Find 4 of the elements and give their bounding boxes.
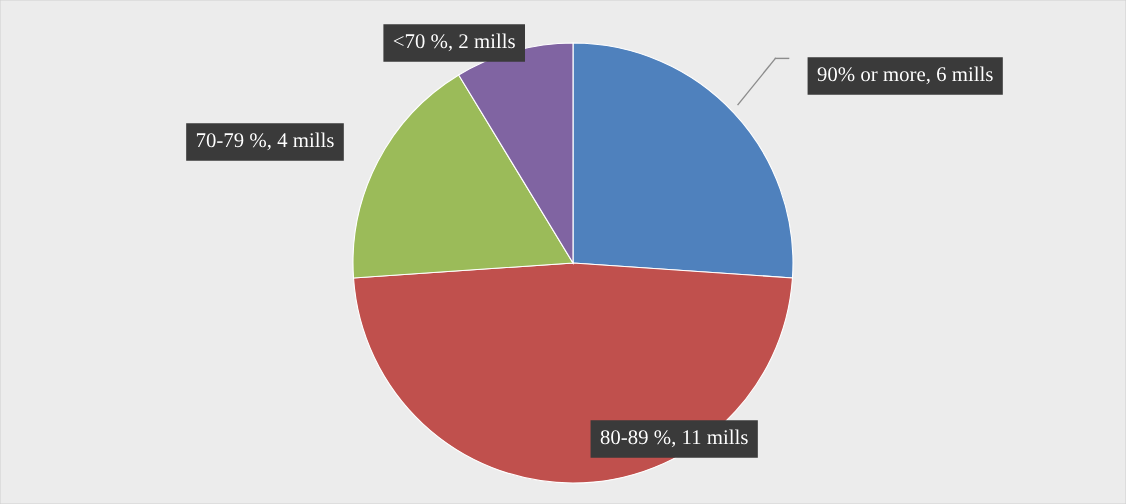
slice-label: 90% or more, 6 mills: [817, 66, 993, 85]
slice-label: 80-89 %, 11 mills: [600, 429, 748, 448]
slice-label: 70-79 %, 4 mills: [196, 132, 334, 151]
slice-label: <70 %, 2 mills: [393, 33, 515, 52]
